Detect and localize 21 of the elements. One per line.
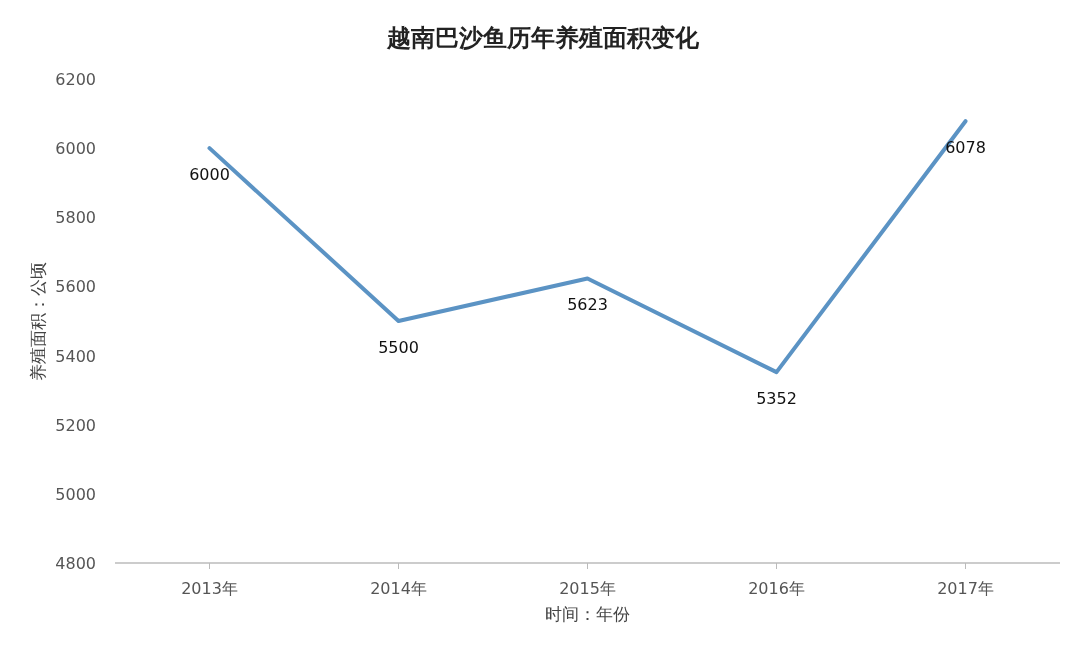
y-tick-label: 5800 [55,208,96,228]
data-label: 6000 [189,165,230,185]
data-label: 5500 [378,338,419,357]
x-tick-label: 2015年 [559,579,616,598]
y-tick-label: 5600 [55,277,96,297]
data-label: 6078 [945,138,986,158]
y-tick-label: 5400 [55,346,96,366]
data-label: 5352 [756,389,797,409]
x-tick-label: 2013年 [181,579,238,598]
y-tick-label: 5000 [55,484,96,504]
x-tick-label: 2016年 [748,579,805,598]
y-tick-label: 6000 [55,139,96,159]
data-label: 5623 [567,295,608,315]
x-tick-label: 2014年 [370,579,427,598]
chart-title: 越南巴沙鱼历年养殖面积变化 [386,24,700,52]
x-axis-title: 时间：年份 [545,604,630,624]
y-tick-label: 6200 [55,70,96,89]
y-tick-label: 4800 [55,554,96,573]
x-tick-label: 2017年 [937,579,994,598]
y-axis-title: 养殖面积：公顷 [28,261,48,381]
y-tick-label: 5200 [55,415,96,435]
